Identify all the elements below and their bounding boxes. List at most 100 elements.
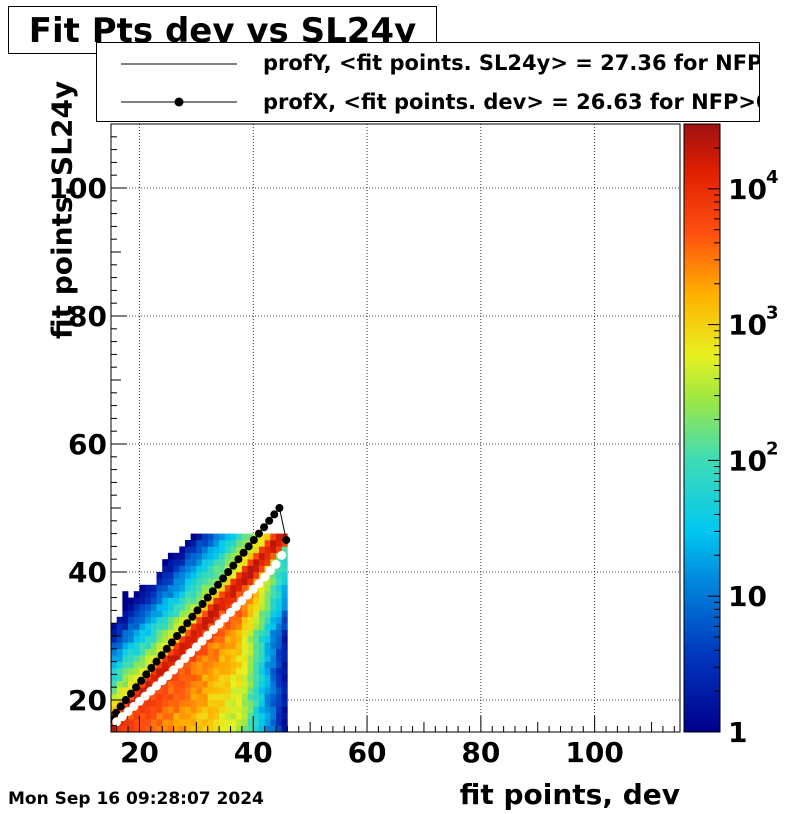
heat-cell — [173, 616, 180, 624]
heat-cell — [276, 565, 282, 573]
heat-cell — [179, 674, 186, 682]
heat-cell — [139, 616, 146, 624]
heat-cell — [236, 693, 243, 701]
heat-cell — [264, 661, 271, 669]
heat-cell — [202, 700, 209, 707]
heat-cell — [190, 700, 197, 707]
heat-cell — [202, 623, 209, 630]
heat-cell — [190, 655, 197, 662]
heat-cell — [281, 674, 288, 682]
heat-cell — [133, 655, 140, 662]
heat-cell — [202, 559, 209, 566]
heat-cell — [219, 540, 226, 547]
heat-cell — [167, 623, 174, 630]
heat-cell — [184, 597, 191, 605]
heat-cell — [116, 623, 123, 630]
heat-cell — [236, 642, 243, 650]
heat-cell — [196, 565, 203, 573]
heat-cell — [196, 648, 203, 656]
heat-cell — [139, 687, 146, 694]
heat-cell — [122, 687, 129, 694]
heat-cell — [241, 706, 248, 714]
heat-cell — [150, 604, 157, 611]
heat-cell — [156, 629, 163, 637]
heat-cell — [219, 559, 226, 566]
heat-cell — [162, 565, 169, 573]
heat-cell — [224, 552, 231, 560]
profx-point — [142, 670, 151, 679]
heat-cell — [207, 700, 214, 707]
heat-cell — [258, 712, 265, 720]
colorbar-tick-label: 10 — [728, 444, 767, 477]
heat-cell — [202, 572, 209, 579]
heat-cell — [241, 610, 248, 618]
heat-cell — [219, 597, 226, 605]
heat-cell — [196, 533, 203, 541]
heat-cell — [281, 559, 288, 566]
heat-cell — [179, 700, 186, 707]
heat-cell — [184, 706, 191, 714]
heatmap-cells — [111, 533, 288, 732]
heat-cell — [264, 648, 271, 656]
heat-cell — [145, 719, 152, 726]
heat-cell — [247, 655, 254, 662]
heat-cell — [264, 687, 271, 694]
heat-cell — [224, 668, 231, 675]
heat-cell — [281, 636, 288, 643]
heat-cell — [281, 719, 288, 726]
heat-cell — [253, 642, 260, 650]
profy-point — [140, 691, 150, 701]
heat-cell — [156, 712, 163, 720]
heat-cell — [184, 572, 191, 579]
heat-cell — [179, 706, 186, 714]
heat-cell — [162, 591, 169, 598]
heat-cell — [219, 719, 226, 726]
heat-cell — [224, 591, 231, 598]
heat-cell — [145, 655, 152, 662]
heat-cell — [258, 584, 265, 592]
heat-cell — [281, 597, 288, 605]
heat-cell — [207, 655, 214, 662]
heat-cell — [139, 591, 146, 598]
heat-cell — [281, 584, 288, 592]
x-tick-label: 40 — [234, 736, 273, 769]
heat-cell — [133, 668, 140, 675]
heat-cell — [162, 719, 169, 726]
heat-cell — [133, 642, 140, 650]
x-tick-label: 100 — [565, 736, 623, 769]
heat-cell — [207, 636, 214, 643]
colorbar-tick-label: 10 — [728, 580, 767, 613]
heat-cell — [207, 597, 214, 605]
heat-cell — [213, 552, 220, 560]
heat-cell — [150, 719, 157, 726]
heat-cell — [236, 591, 243, 598]
heat-cell — [264, 629, 271, 637]
heat-cell — [213, 642, 220, 650]
heat-cell — [145, 604, 152, 611]
heat-cell — [162, 687, 169, 694]
heat-cell — [173, 642, 180, 650]
heat-cell — [190, 693, 197, 701]
heat-cell — [179, 687, 186, 694]
heat-cell — [145, 725, 152, 732]
profx-point — [198, 600, 207, 608]
heat-cell — [276, 597, 282, 605]
profy-point — [129, 701, 139, 711]
heat-cell — [264, 706, 271, 714]
heat-cell — [281, 655, 288, 662]
heat-cell — [156, 700, 163, 707]
heat-cell — [258, 700, 265, 707]
profy-point — [134, 696, 144, 706]
heat-cell — [213, 604, 220, 611]
heat-cell — [258, 623, 265, 630]
heat-cell — [276, 700, 282, 707]
profx-point — [270, 510, 279, 519]
heat-cell — [139, 648, 146, 656]
profy-point — [169, 665, 179, 675]
heat-cell — [150, 623, 157, 630]
heat-cell — [184, 584, 191, 592]
profy-point — [237, 596, 247, 606]
heat-cell — [202, 706, 209, 714]
heat-cell — [196, 597, 203, 605]
profy-point — [248, 584, 258, 594]
